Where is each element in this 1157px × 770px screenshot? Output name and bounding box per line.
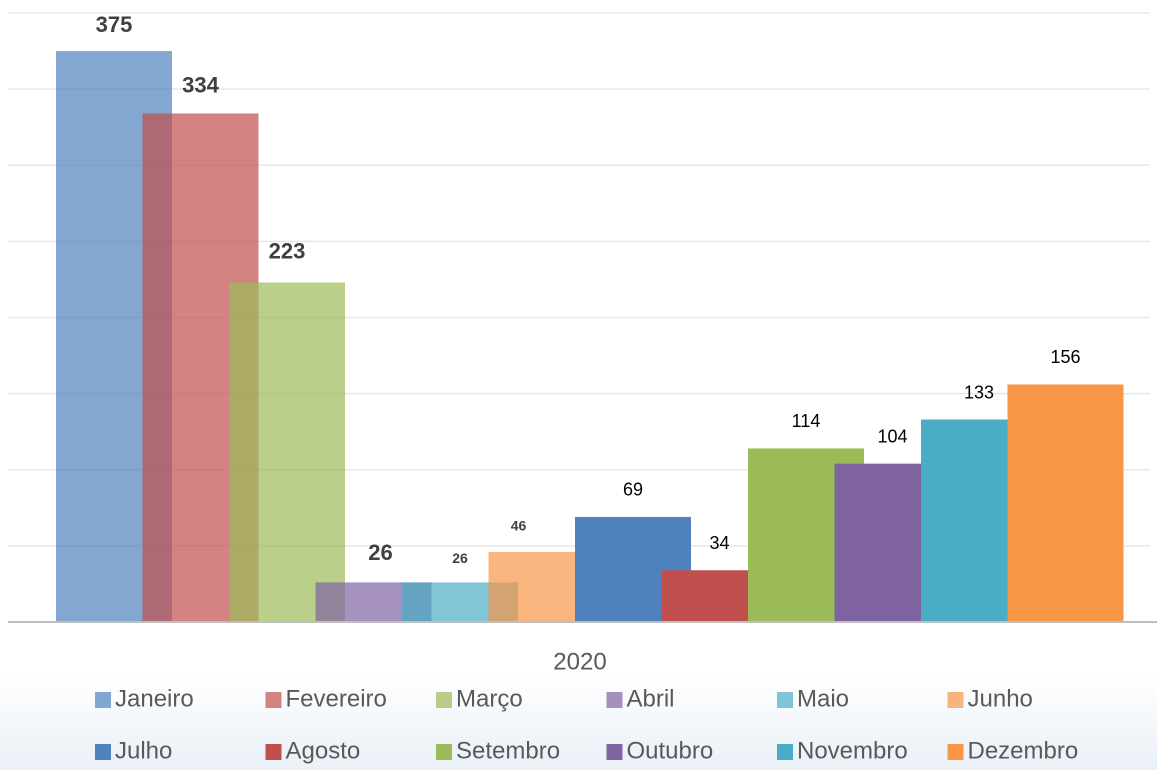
- legend-background: [0, 675, 1157, 770]
- legend-swatch: [95, 692, 111, 708]
- legend-label: Dezembro: [968, 737, 1079, 764]
- data-label: 114: [792, 411, 821, 431]
- x-tick-label: 2020: [553, 648, 606, 675]
- legend-swatch: [606, 692, 623, 708]
- data-label: 133: [964, 382, 994, 402]
- legend-label: Julho: [115, 737, 172, 764]
- legend-label: Setembro: [456, 737, 560, 764]
- legend-swatch: [95, 744, 111, 760]
- legend-swatch: [777, 744, 793, 760]
- legend-label: Março: [456, 685, 523, 712]
- legend-swatch: [265, 744, 282, 760]
- data-label: 334: [182, 72, 219, 97]
- data-label: 26: [368, 540, 392, 565]
- legend-label: Outubro: [627, 737, 714, 764]
- data-label: 156: [1050, 347, 1080, 367]
- legend-label: Abril: [627, 685, 675, 712]
- legend-swatch: [436, 692, 452, 708]
- legend-label: Agosto: [286, 737, 361, 764]
- data-label: 46: [511, 518, 527, 534]
- legend-label: Junho: [968, 685, 1033, 712]
- legend-swatch: [436, 744, 452, 760]
- legend-swatch: [947, 744, 964, 760]
- legend-label: Fevereiro: [286, 685, 387, 712]
- legend-label: Novembro: [797, 737, 908, 764]
- legend-swatch: [265, 692, 282, 708]
- legend-swatch: [777, 692, 793, 708]
- data-label: 104: [877, 426, 907, 446]
- legend-swatch: [606, 744, 623, 760]
- legend-label: Janeiro: [115, 685, 194, 712]
- legend-label: Maio: [797, 685, 849, 712]
- bar: [229, 282, 345, 622]
- data-label: 223: [269, 238, 306, 263]
- data-label: 26: [452, 550, 468, 566]
- data-label: 34: [709, 533, 729, 553]
- legend-swatch: [947, 692, 964, 708]
- data-label: 69: [623, 480, 643, 500]
- data-label: 375: [96, 12, 133, 37]
- bar: [1007, 384, 1124, 622]
